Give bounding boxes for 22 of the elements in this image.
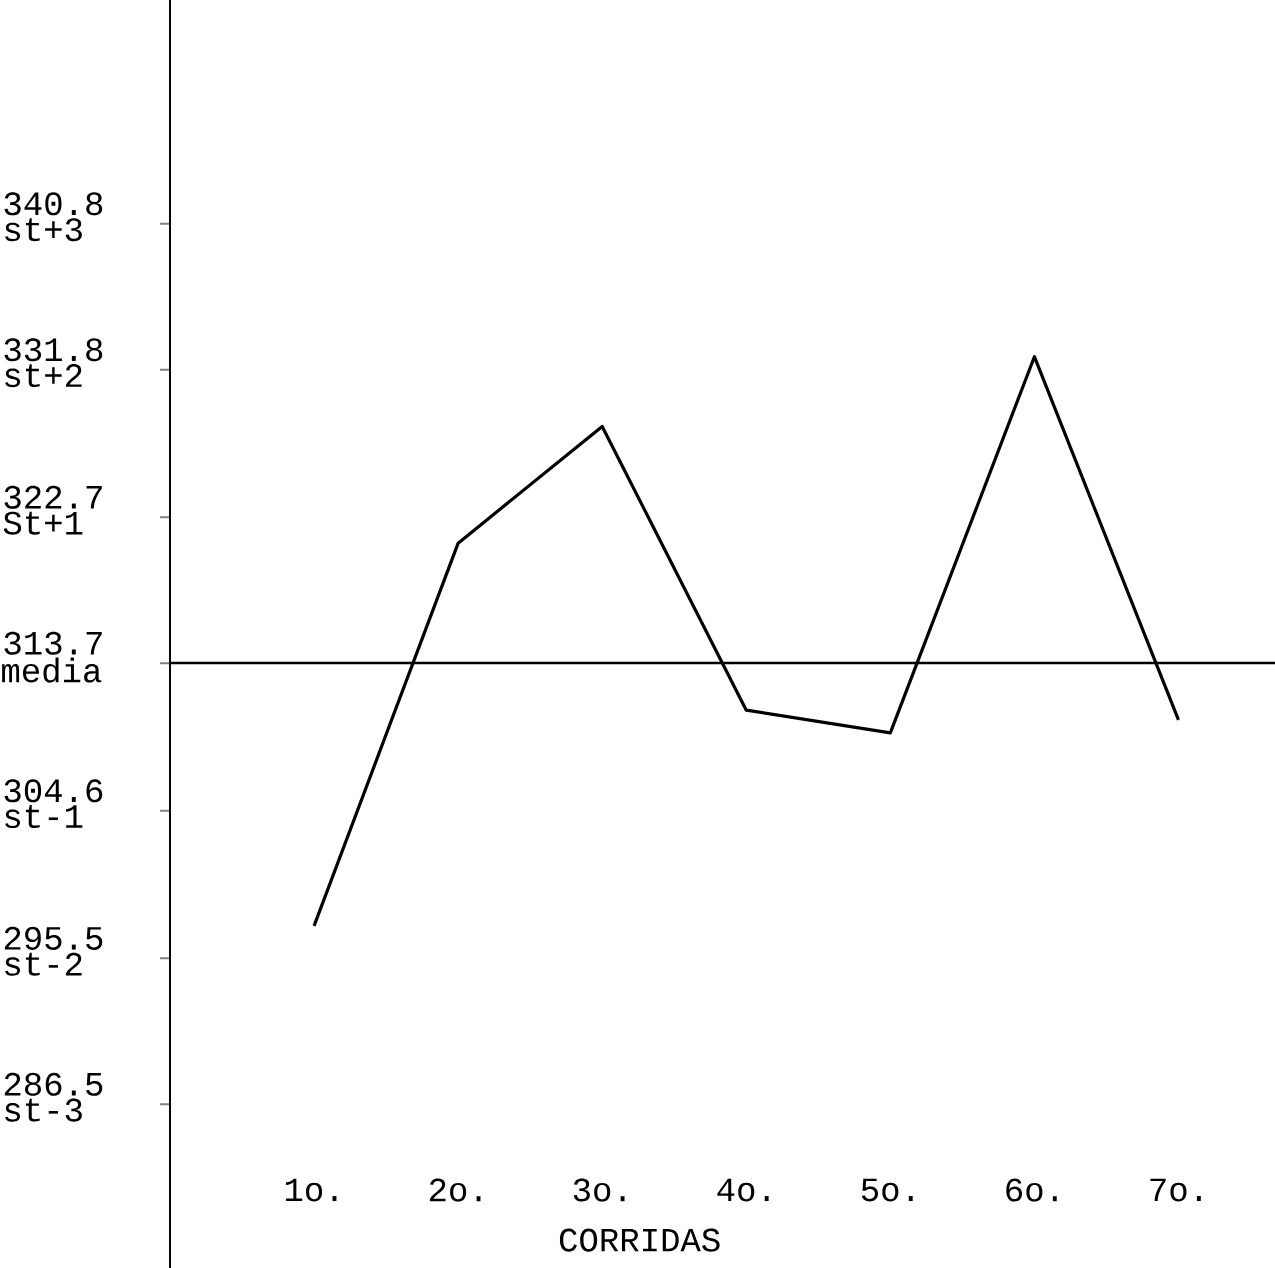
text: st+2	[5, 364, 82, 388]
x-axis-title: CORRIDAS	[559, 1228, 720, 1252]
x-tick-label: 4o.	[717, 1178, 769, 1202]
y-tick-label: 322.7	[4, 485, 102, 509]
text: st-2	[5, 952, 82, 976]
y-tick-label: 295.5	[4, 926, 103, 950]
y-tick-label: 313.7	[4, 631, 102, 655]
text: st-1	[5, 805, 83, 829]
y-tick-label: 304.6	[4, 779, 103, 803]
ref-line-label: media	[2, 657, 102, 683]
x-tick-label: 2o.	[429, 1178, 481, 1202]
x-tick-label: 7o.	[1150, 1178, 1201, 1202]
text: st-3	[5, 1098, 82, 1122]
x-tick-label: 3o.	[573, 1178, 625, 1202]
y-tick-label: 340.8	[4, 192, 103, 216]
x-tick-label: 5o.	[861, 1178, 913, 1202]
x-tick-label: 1o.	[285, 1178, 337, 1202]
x-tick-label: 6o.	[1006, 1178, 1057, 1202]
text: st+3	[5, 218, 82, 242]
y-tick-label: 331.8	[4, 338, 103, 362]
text: St+1	[3, 511, 83, 535]
y-tick-label: 286.5	[4, 1072, 103, 1096]
